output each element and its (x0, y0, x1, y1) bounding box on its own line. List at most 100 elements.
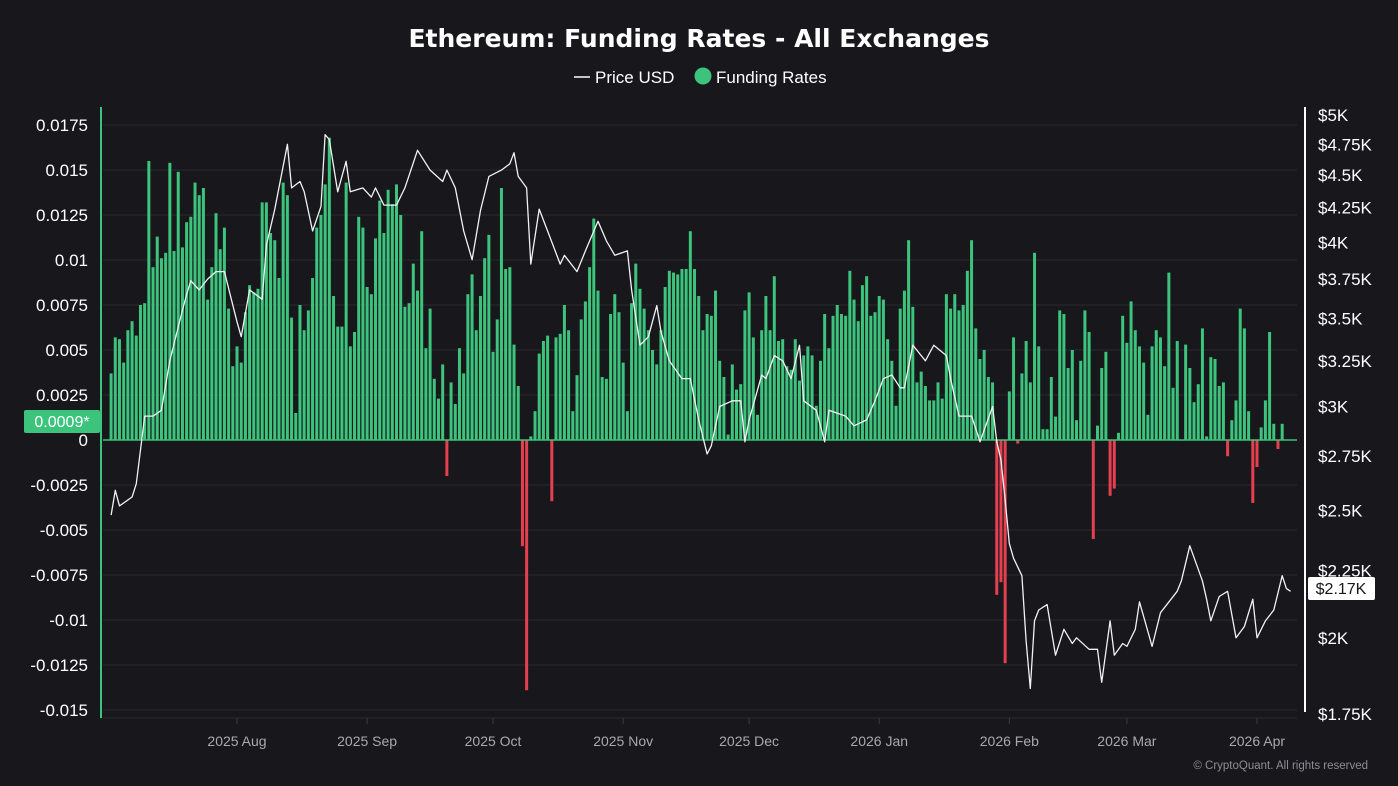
funding-bar-positive (609, 314, 613, 440)
legend-label-price: Price USD (595, 68, 674, 87)
funding-bar-positive (323, 184, 327, 440)
funding-bar-positive (571, 411, 575, 440)
funding-bar-positive (810, 355, 814, 440)
legend-item-funding[interactable]: Funding Rates (694, 67, 827, 88)
funding-bar-positive (856, 321, 860, 440)
funding-bar-positive (1116, 432, 1120, 440)
funding-bar-positive (311, 278, 315, 440)
funding-bar-positive (319, 215, 323, 440)
funding-bar-positive (378, 200, 382, 440)
funding-bar-positive (1280, 423, 1284, 440)
funding-bar-positive (395, 184, 399, 440)
funding-bar-negative (525, 440, 529, 691)
funding-bar-positive (1209, 357, 1213, 440)
funding-bar-positive (332, 296, 336, 440)
funding-bar-positive (953, 294, 957, 440)
funding-bar-positive (986, 377, 990, 440)
funding-bar-positive (529, 436, 533, 440)
funding-bar-positive (860, 285, 864, 440)
funding-bar-positive (1137, 346, 1141, 440)
funding-bar-positive (949, 308, 953, 440)
funding-bar-negative (1091, 440, 1095, 539)
legend: Price USD Funding Rates (574, 67, 827, 88)
funding-bar-positive (541, 341, 545, 440)
funding-bar-positive (1024, 341, 1028, 440)
funding-bar-positive (516, 386, 520, 440)
funding-bar-positive (625, 411, 629, 440)
funding-bar-negative (1251, 440, 1255, 503)
funding-bar-positive (1167, 272, 1171, 440)
funding-bar-positive (512, 344, 516, 440)
funding-bar-positive (676, 274, 680, 440)
funding-bar-positive (1058, 310, 1062, 440)
funding-bar-positive (1049, 377, 1053, 440)
funding-bar-positive (588, 267, 592, 440)
x-tick-label: 2025 Oct (465, 733, 522, 749)
funding-bar-positive (1163, 366, 1167, 440)
funding-bar-positive (407, 303, 411, 440)
right-tick-label: $3K (1318, 397, 1349, 416)
funding-bar-positive (1142, 362, 1146, 440)
funding-bar-positive (298, 305, 302, 440)
left-tick-label: 0.0175 (36, 116, 88, 135)
funding-bar-positive (1041, 429, 1045, 440)
funding-bar-positive (764, 296, 768, 440)
funding-bar-positive (1087, 332, 1091, 440)
funding-bar-positive (361, 227, 365, 440)
right-tick-label: $4.75K (1318, 135, 1373, 154)
funding-bar-positive (760, 330, 764, 440)
copyright-text: © CryptoQuant. All rights reserved (1193, 760, 1368, 772)
funding-bar-positive (369, 294, 373, 440)
funding-bar-positive (911, 306, 915, 440)
left-tick-label: -0.005 (40, 521, 88, 540)
legend-item-price[interactable]: Price USD (574, 68, 674, 87)
funding-bar-positive (222, 227, 226, 440)
funding-bar-positive (839, 314, 843, 440)
funding-bar-positive (239, 362, 243, 440)
x-tick-label: 2025 Dec (719, 733, 779, 749)
funding-bar-positive (1171, 387, 1175, 440)
funding-bar-positive (932, 400, 936, 440)
funding-bar-positive (793, 339, 797, 440)
funding-bar-positive (357, 216, 361, 440)
right-tick-label: $2.25K (1318, 562, 1373, 581)
funding-bar-positive (772, 276, 776, 440)
funding-bar-positive (1037, 346, 1041, 440)
funding-bar-positive (1259, 427, 1263, 440)
funding-bar-positive (1205, 436, 1209, 440)
funding-bar-positive (1100, 368, 1104, 440)
left-tick-label: 0.0025 (36, 386, 88, 405)
funding-bar-positive (789, 369, 793, 440)
funding-bar-positive (776, 341, 780, 440)
funding-bar-positive (206, 299, 210, 440)
right-tick-label: $4K (1318, 233, 1349, 252)
funding-bar-positive (567, 330, 571, 440)
funding-bar-positive (499, 188, 503, 440)
funding-bar-positive (630, 303, 634, 440)
x-tick-label: 2025 Nov (593, 733, 653, 749)
current-funding-value: 0.0009* (34, 414, 89, 431)
funding-bar-positive (415, 290, 419, 440)
funding-bar-positive (1104, 351, 1108, 440)
funding-bar-positive (1158, 337, 1162, 440)
funding-bar-positive (831, 315, 835, 440)
funding-bar-positive (1200, 328, 1204, 440)
left-tick-label: -0.0025 (30, 476, 88, 495)
funding-bar-positive (504, 269, 508, 440)
funding-bar-positive (201, 188, 205, 440)
funding-bar-positive (768, 330, 772, 440)
funding-bar-positive (457, 348, 461, 440)
legend-dot-icon (694, 67, 712, 85)
funding-bar-negative (1255, 440, 1259, 467)
funding-bar-positive (143, 303, 147, 440)
funding-bar-positive (470, 274, 474, 440)
right-tick-label: $2.5K (1318, 501, 1363, 520)
funding-bar-positive (269, 233, 273, 440)
funding-bar-positive (403, 306, 407, 440)
funding-bar-positive (663, 287, 667, 440)
funding-bar-positive (781, 339, 785, 440)
funding-bar-positive (147, 161, 151, 440)
funding-bar-positive (1133, 330, 1137, 440)
funding-bar-positive (1154, 330, 1158, 440)
funding-bar-positive (1184, 344, 1188, 440)
